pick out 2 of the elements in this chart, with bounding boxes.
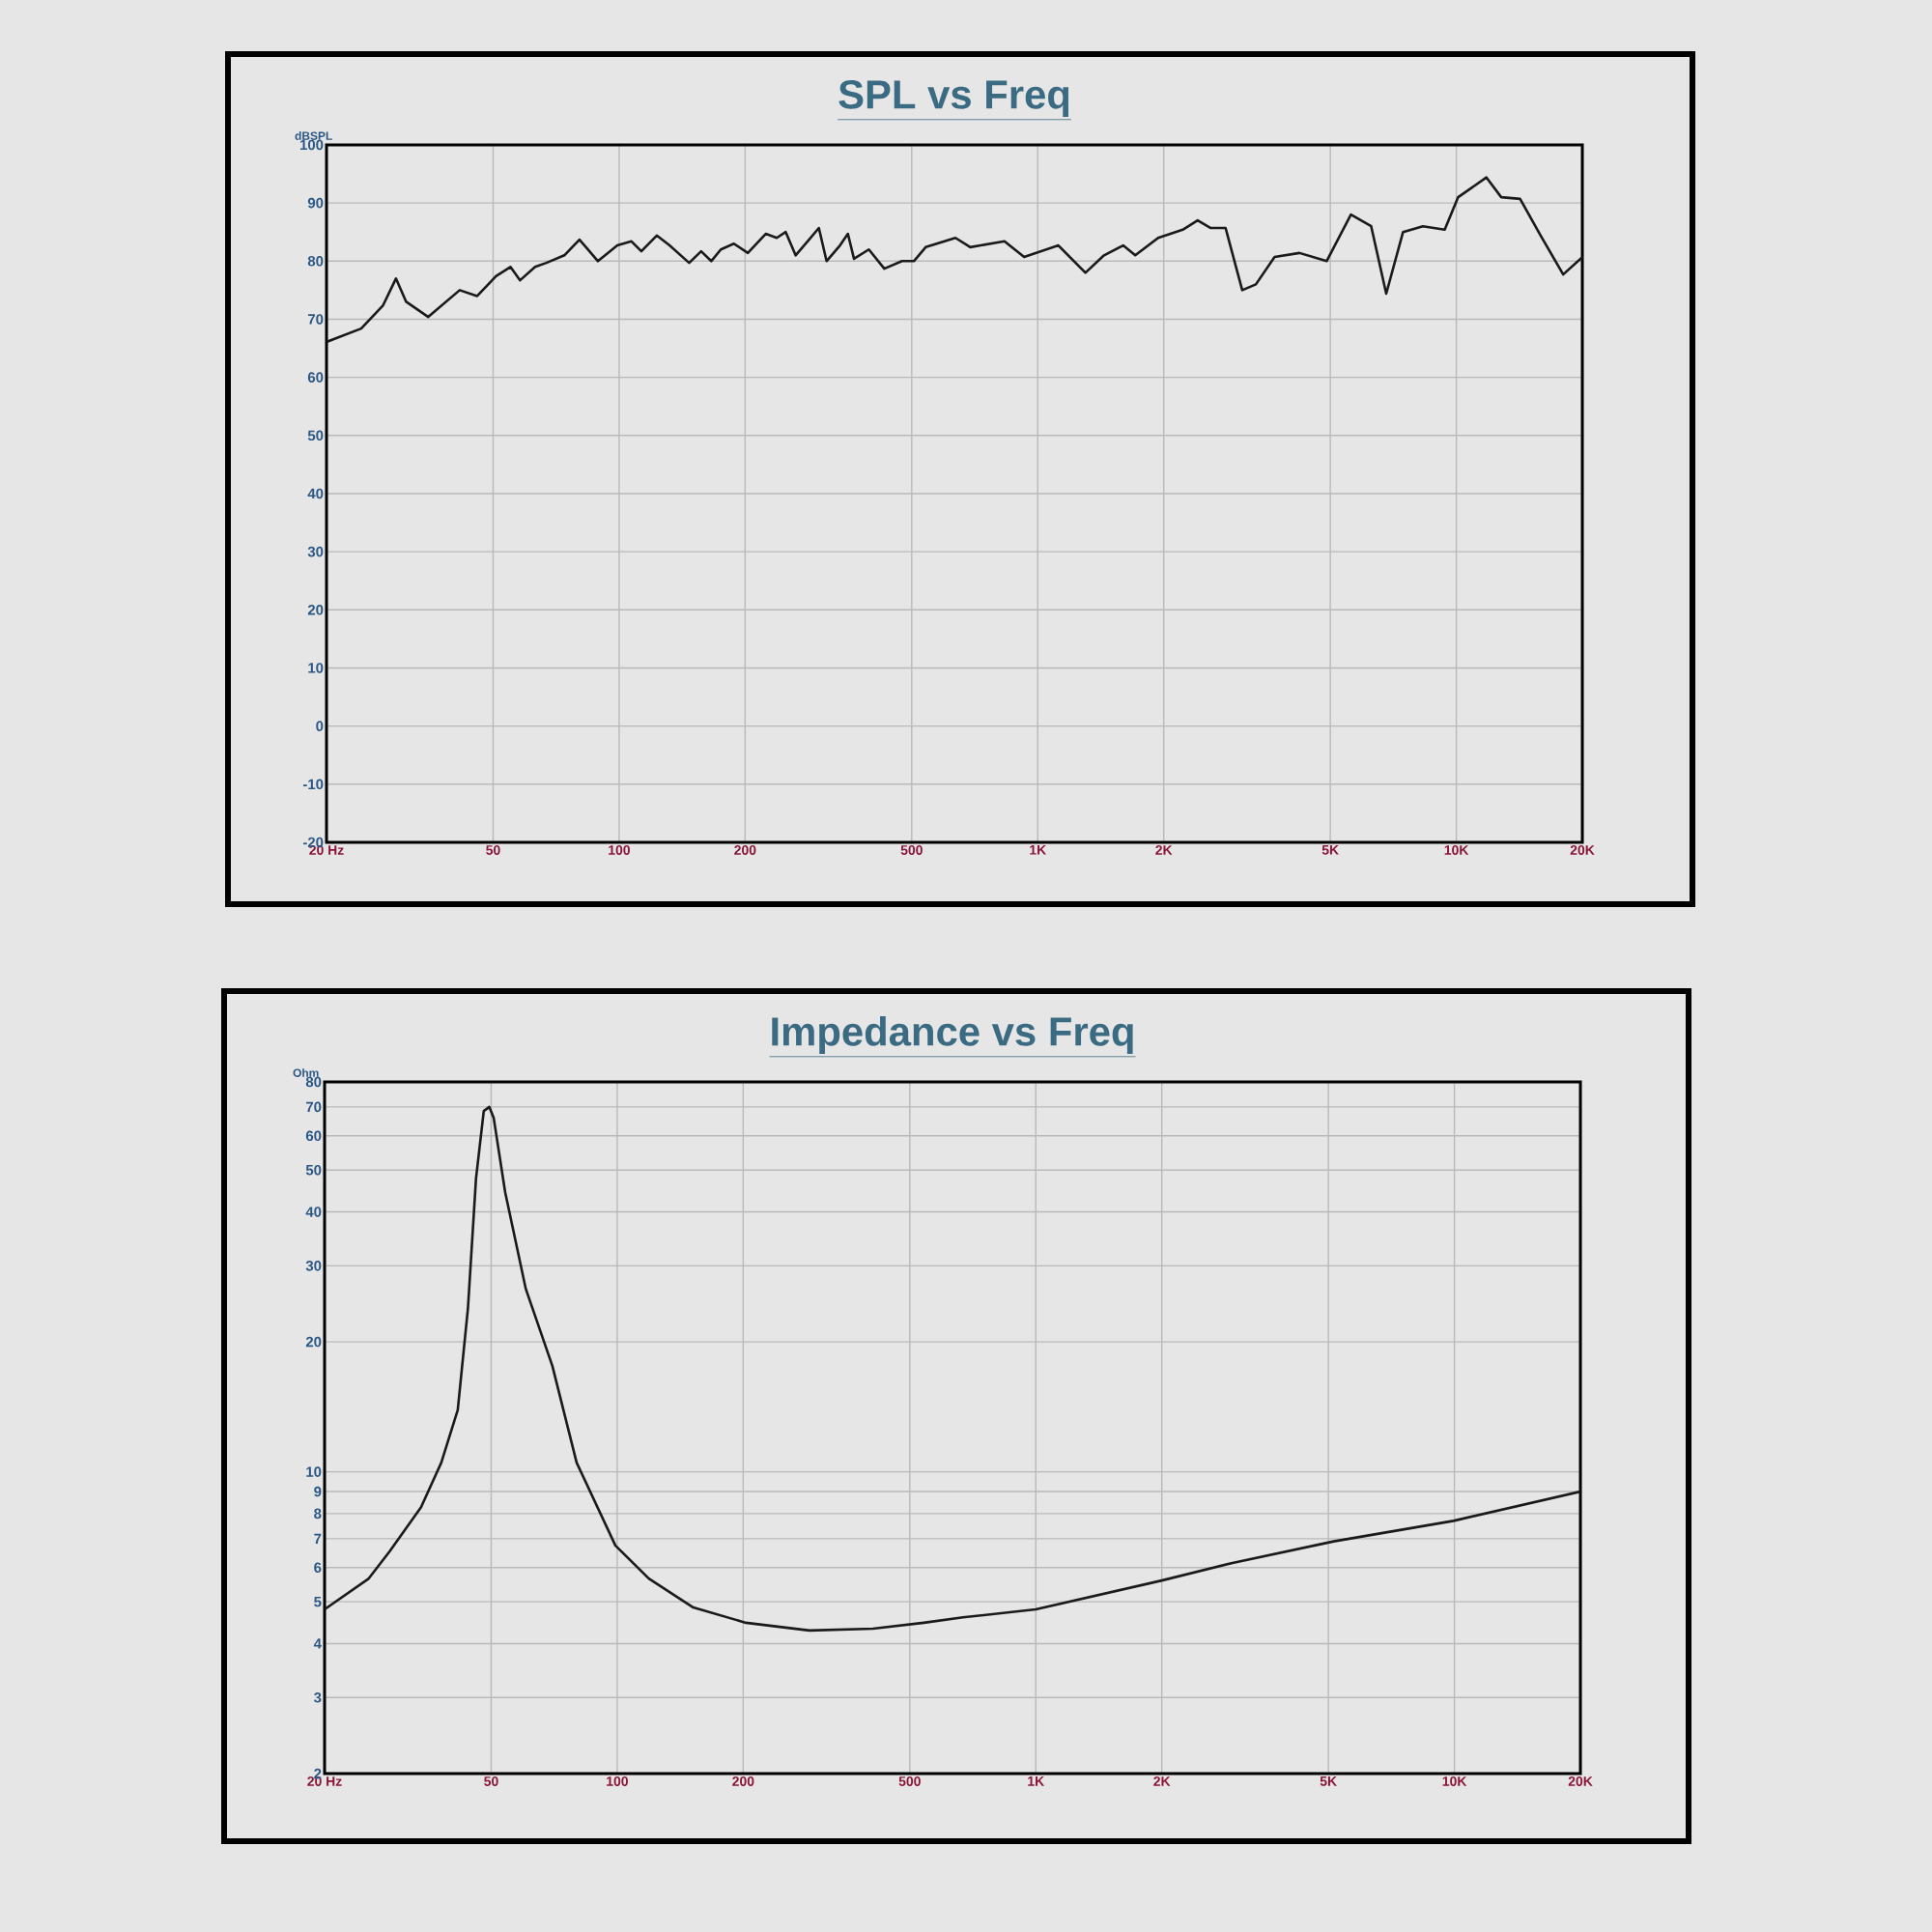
chart-title: Impedance vs Freq [772, 1016, 1133, 1054]
chart-title: SPL vs Freq [838, 80, 1069, 117]
